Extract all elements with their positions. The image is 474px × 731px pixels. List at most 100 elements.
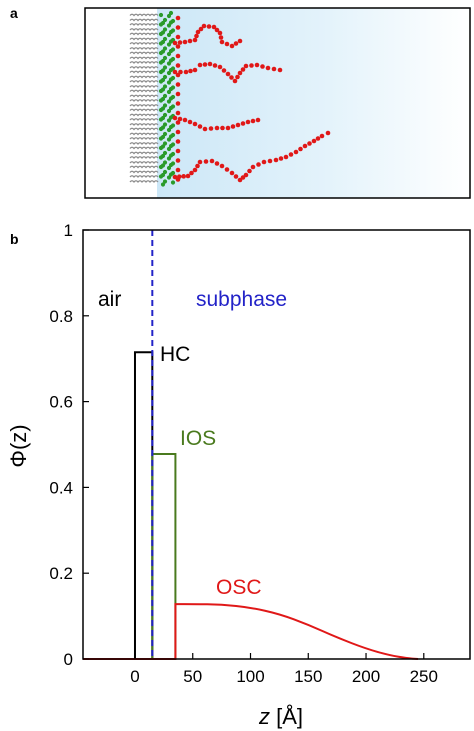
panel-a-frame xyxy=(84,7,471,199)
chain-bead xyxy=(183,69,189,75)
headgroup-bead xyxy=(162,160,168,165)
chain-bead xyxy=(240,67,246,72)
headgroup-bead xyxy=(168,39,174,44)
lipid-tail xyxy=(129,99,159,103)
chain-bead xyxy=(261,159,267,165)
headgroup-bead xyxy=(168,48,174,54)
chain-bead xyxy=(240,121,246,126)
headgroup-bead xyxy=(158,117,164,122)
headgroup-bead xyxy=(166,127,172,133)
oligosaccharide-chains xyxy=(172,15,331,183)
x-tick-label: 200 xyxy=(352,667,380,686)
chain-bead xyxy=(229,75,234,80)
chain-bead xyxy=(177,116,183,122)
headgroup-bead xyxy=(166,137,172,142)
lipid-tail xyxy=(129,32,159,36)
chain-bead xyxy=(175,139,181,144)
chain-bead xyxy=(175,53,181,59)
chain-bead xyxy=(225,125,231,131)
hydrocarbon-tails xyxy=(129,13,159,184)
lipid-tail xyxy=(129,75,159,79)
lipid-tail xyxy=(129,51,159,55)
chain-bead xyxy=(175,120,181,125)
series-line-osc xyxy=(83,603,419,660)
headgroup-bead xyxy=(158,126,164,132)
x-axis-unit: [Å] xyxy=(270,704,303,729)
headgroup-bead xyxy=(162,179,168,184)
chain-bead xyxy=(175,63,181,68)
headgroup-bead xyxy=(158,136,164,141)
chain-bead xyxy=(185,173,191,179)
chain-bead xyxy=(198,26,204,32)
chain-bead xyxy=(192,67,198,73)
headgroup-bead xyxy=(162,93,168,99)
chain-bead xyxy=(271,66,277,72)
headgroup-bead xyxy=(166,51,172,57)
headgroup-bead xyxy=(166,89,172,95)
headgroup-bead xyxy=(166,70,172,76)
lipid-tail xyxy=(129,108,159,112)
headgroup-bead xyxy=(158,107,164,113)
chain-bead xyxy=(211,24,217,30)
headgroup-bead xyxy=(168,153,174,158)
chain-bead xyxy=(214,161,220,166)
lipid-tail xyxy=(129,13,159,17)
chain-bead xyxy=(265,65,271,71)
headgroup-bead xyxy=(166,13,172,19)
panel-a-schematic: a xyxy=(10,5,471,199)
chain-bead xyxy=(212,63,218,68)
chain-bead xyxy=(175,167,181,173)
headgroup-bead xyxy=(168,172,174,177)
x-tick-label: 0 xyxy=(130,667,139,686)
chain-bead xyxy=(217,64,223,70)
chain-bead xyxy=(175,129,181,135)
headgroups xyxy=(158,10,176,187)
y-tick-label: 0.2 xyxy=(49,564,73,583)
lipid-tail xyxy=(129,161,159,165)
chain-bead xyxy=(206,24,212,29)
chain-bead xyxy=(187,119,193,125)
chain-bead xyxy=(249,63,254,68)
chain-bead xyxy=(214,27,220,33)
chain-bead xyxy=(243,63,249,69)
chain-bead xyxy=(175,72,181,78)
chain-bead xyxy=(217,30,223,36)
chain-bead xyxy=(225,71,231,77)
lipid-tail xyxy=(129,23,159,27)
lipid-tail xyxy=(129,151,159,155)
panel-b-chart: b 0 50 100 150 200 250 0 0.2 0.4 0.6 0.8 1 air sub… xyxy=(6,221,471,729)
chain-bead xyxy=(273,157,279,163)
series-label-hc: HC xyxy=(160,343,190,366)
headgroup-bead xyxy=(158,12,164,18)
chain-bead xyxy=(243,172,249,178)
y-tick-label: 0 xyxy=(64,650,73,669)
chain-bead xyxy=(175,177,181,182)
chain-bead xyxy=(232,78,238,84)
chain-bead xyxy=(233,174,239,179)
chain-bead xyxy=(256,162,261,167)
chain-bead xyxy=(298,146,303,152)
subphase-region xyxy=(157,8,470,198)
chain-bead xyxy=(203,159,209,164)
chain-bead xyxy=(192,121,198,127)
chain-bead xyxy=(182,117,188,123)
headgroup-bead xyxy=(158,41,164,46)
chain-bead xyxy=(175,148,181,154)
y-tick-label: 0.4 xyxy=(49,478,73,497)
headgroup-bead xyxy=(158,174,164,179)
lipid-tail xyxy=(129,104,159,108)
chain-bead xyxy=(235,122,241,128)
chain-bead xyxy=(201,23,207,29)
chain-bead xyxy=(237,70,243,76)
headgroup-bead xyxy=(168,58,174,63)
headgroup-bead xyxy=(168,96,174,101)
headgroup-bead xyxy=(162,131,168,137)
headgroup-bead xyxy=(162,17,168,23)
lipid-tail xyxy=(129,47,159,51)
headgroup-bead xyxy=(168,29,174,35)
chain-bead xyxy=(177,40,183,45)
chain-bead xyxy=(218,35,224,40)
region-label-air: air xyxy=(98,288,121,311)
region-label-subphase: subphase xyxy=(196,288,287,311)
